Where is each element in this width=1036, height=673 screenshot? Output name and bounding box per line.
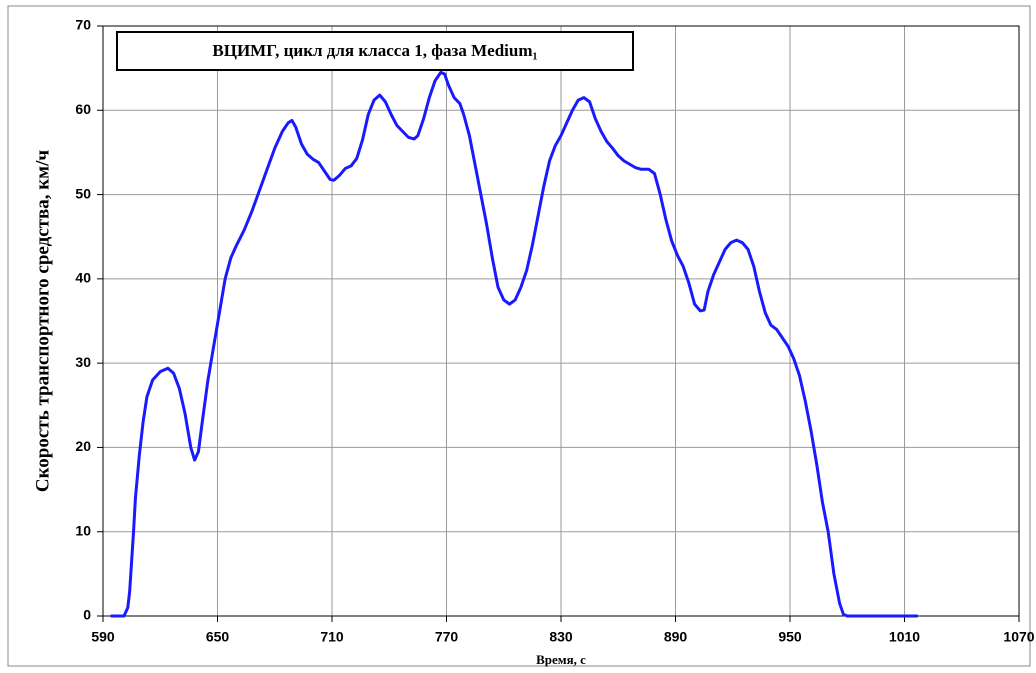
x-axis-label: Время, с <box>536 652 586 667</box>
y-tick-label: 70 <box>75 17 91 33</box>
x-tick-label: 1070 <box>1003 629 1034 645</box>
x-tick-label: 950 <box>778 629 802 645</box>
x-tick-label: 770 <box>435 629 459 645</box>
data-line <box>110 70 918 618</box>
x-tick-label: 830 <box>549 629 573 645</box>
y-tick-label: 10 <box>75 522 91 538</box>
y-tick-label: 50 <box>75 185 91 201</box>
chart-frame <box>7 5 1031 667</box>
x-tick-label: 890 <box>664 629 688 645</box>
y-tick-label: 60 <box>75 101 91 117</box>
grid <box>102 25 1020 617</box>
y-tick-label: 40 <box>75 270 91 286</box>
chart-title: ВЦИМГ, цикл для класса 1, фаза Medium₁ <box>212 41 537 60</box>
y-axis-label: Скорость транспортного средства, км/ч <box>32 150 53 492</box>
y-tick-label: 20 <box>75 438 91 454</box>
title-box <box>116 31 634 71</box>
x-tick-label: 650 <box>206 629 230 645</box>
x-tick-label: 710 <box>320 629 344 645</box>
y-tick-label: 0 <box>83 607 91 623</box>
x-tick-label: 590 <box>91 629 115 645</box>
y-tick-label: 30 <box>75 354 91 370</box>
x-tick-label: 1010 <box>889 629 920 645</box>
